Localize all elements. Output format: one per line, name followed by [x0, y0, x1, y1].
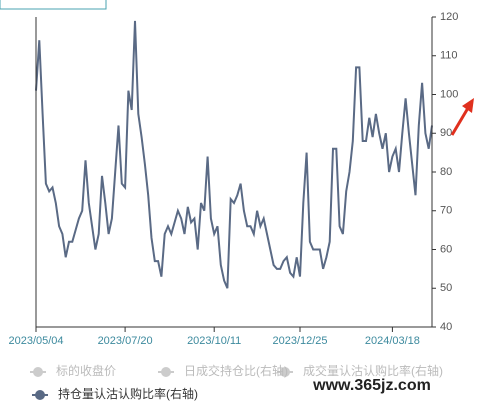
y-tick-label: 80: [440, 166, 452, 178]
y-tick-label: 120: [440, 11, 458, 23]
y-tick-label: 40: [440, 321, 452, 333]
tooltip-box: [0, 0, 107, 10]
arrow: [450, 107, 470, 136]
legend-label: 成交量认沽认购比率(右轴): [303, 363, 443, 378]
y-tick-label: 90: [440, 127, 452, 139]
legend-label: 持仓量认沽认购比率(右轴): [58, 386, 198, 401]
watermark: www.365jz.com: [312, 377, 431, 394]
line: [35, 20, 433, 289]
legend-label: 日成交持仓比(右轴): [184, 363, 288, 378]
arrow-head: [462, 98, 474, 113]
x-tick-label: 2024/03/18: [365, 335, 420, 347]
legend-label: 标的收盘价: [56, 363, 116, 378]
y-tick-label: 100: [440, 88, 458, 100]
x-tick-label: 2023/10/11: [187, 335, 241, 347]
y-tick-label: 70: [440, 205, 452, 217]
x-tick-label: 2023/12/25: [272, 335, 327, 347]
y-tick-label: 50: [440, 282, 452, 294]
y-tick-label: 110: [440, 50, 458, 62]
y-tick-label: 60: [440, 243, 452, 255]
x-tick-label: 2023/05/04: [8, 335, 63, 347]
x-tick-label: 2023/07/20: [98, 335, 153, 347]
